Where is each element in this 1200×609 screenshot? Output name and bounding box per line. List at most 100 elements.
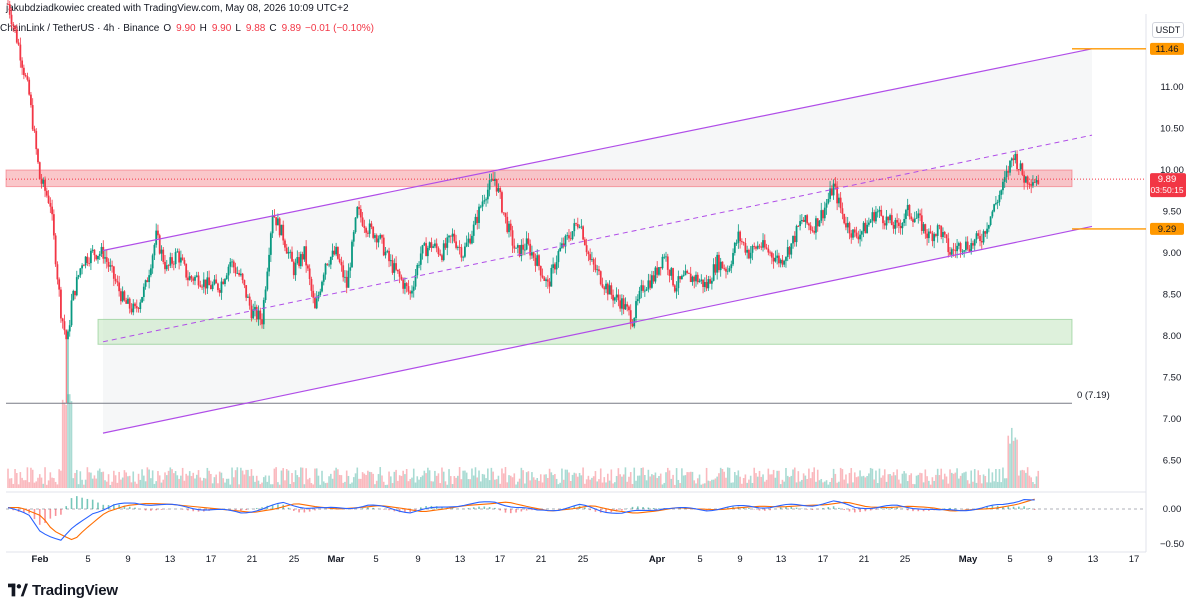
- symbol-name[interactable]: ChainLink / TetherUS · 4h · Binance: [0, 22, 160, 34]
- candle: [268, 247, 270, 277]
- volume-bar: [130, 482, 133, 488]
- candle-body: [331, 250, 334, 257]
- volume-bar: [755, 473, 757, 488]
- candle-body: [412, 286, 415, 291]
- channel-fill: [103, 48, 1092, 434]
- candle: [437, 246, 440, 257]
- candle: [693, 275, 696, 289]
- candle: [225, 272, 228, 280]
- candle-body: [356, 207, 359, 218]
- candle-body: [262, 300, 265, 325]
- candle: [169, 252, 172, 269]
- candle-body: [478, 206, 480, 223]
- candle-body: [336, 246, 339, 259]
- candle: [531, 245, 533, 259]
- candle-body: [135, 306, 138, 309]
- osc-histogram-bar: [398, 509, 401, 513]
- candle: [269, 231, 272, 262]
- candle-body: [665, 256, 667, 258]
- volume-bar: [815, 481, 817, 488]
- candle: [298, 252, 300, 269]
- candle-body: [804, 215, 807, 222]
- candle-body: [493, 178, 496, 181]
- candle: [172, 260, 175, 271]
- tradingview-logo[interactable]: TradingView: [8, 580, 118, 600]
- candle: [871, 207, 874, 228]
- candle: [643, 285, 646, 297]
- candle-body: [195, 275, 198, 277]
- candle-body: [381, 234, 383, 238]
- candle-body: [689, 273, 692, 283]
- candle: [469, 234, 472, 245]
- time-tick-label: 9: [1047, 554, 1052, 565]
- volume-bar: [91, 478, 94, 488]
- volume-bar: [845, 474, 847, 488]
- volume-bar: [90, 472, 92, 488]
- volume-bar: [398, 475, 401, 488]
- volume-bar: [891, 475, 893, 488]
- candle-body: [670, 268, 673, 276]
- candle: [832, 179, 835, 200]
- currency-button[interactable]: USDT: [1152, 22, 1184, 38]
- candle-body: [120, 291, 122, 302]
- volume-bar: [372, 473, 374, 488]
- candle-body: [97, 255, 99, 260]
- candle: [829, 181, 831, 202]
- candle-body: [970, 243, 973, 252]
- volume-bar: [351, 482, 353, 488]
- candle-body: [44, 179, 46, 191]
- candle-body: [347, 270, 350, 288]
- volume-bar: [264, 475, 267, 488]
- volume-bar: [187, 475, 189, 488]
- volume-bar: [989, 482, 992, 488]
- candle: [308, 264, 311, 286]
- candle: [217, 282, 219, 293]
- candle-body: [599, 271, 602, 285]
- volume-bar: [804, 475, 807, 488]
- close-value: 9.89: [281, 22, 302, 34]
- candle-body: [1030, 184, 1033, 186]
- candle-body: [10, 14, 13, 25]
- candle: [684, 264, 687, 276]
- volume-bar: [411, 477, 413, 488]
- candle-body: [234, 267, 237, 274]
- candle-body: [658, 267, 660, 275]
- candle-body: [98, 253, 101, 256]
- candle: [774, 250, 777, 263]
- candle-body: [515, 247, 517, 249]
- volume-bar: [86, 467, 89, 488]
- candle: [913, 211, 916, 223]
- volume-bar: [388, 471, 390, 488]
- volume-bar: [220, 472, 223, 488]
- candle-body: [659, 267, 662, 269]
- price-tick-label: 10.00: [1160, 165, 1184, 176]
- candle: [502, 212, 505, 216]
- candle: [661, 254, 664, 270]
- volume-bar: [587, 475, 590, 488]
- candle-body: [162, 249, 165, 262]
- candle: [638, 286, 641, 304]
- volume-bar: [340, 475, 343, 488]
- candle-body: [802, 219, 805, 222]
- candle-body: [239, 273, 242, 276]
- candle-body: [419, 253, 422, 265]
- candle: [515, 247, 517, 249]
- candle-body: [118, 282, 121, 292]
- candle: [234, 262, 237, 277]
- candle: [621, 294, 623, 316]
- volume-bar: [614, 482, 616, 488]
- candle-body: [326, 263, 329, 265]
- candle-body: [679, 276, 682, 280]
- time-tick-label: 17: [495, 554, 506, 565]
- candle: [915, 210, 918, 219]
- candle: [860, 230, 863, 242]
- candle-body: [479, 206, 482, 208]
- level-lower-label: 9.29: [1158, 224, 1177, 235]
- volume-bar: [375, 480, 378, 488]
- candle-body: [1026, 176, 1029, 185]
- osc-histogram-bar: [1028, 508, 1031, 509]
- osc-histogram-bar: [742, 507, 745, 509]
- osc-histogram-bar: [875, 509, 877, 510]
- volume-bar: [702, 483, 704, 488]
